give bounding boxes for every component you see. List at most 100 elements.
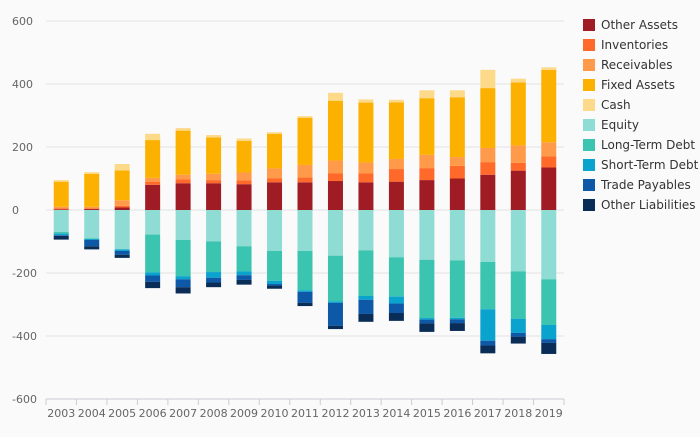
bar-segment bbox=[175, 130, 191, 175]
bar-segment bbox=[114, 207, 130, 210]
legend-label: Other Assets bbox=[601, 18, 678, 32]
bar-segment bbox=[84, 172, 100, 174]
bar-segment bbox=[449, 323, 465, 331]
bar-segment bbox=[53, 235, 69, 236]
bar-segment bbox=[206, 241, 222, 273]
bar-segment bbox=[510, 210, 526, 272]
x-tick-label: 2007 bbox=[169, 407, 197, 420]
bar-segment bbox=[267, 250, 283, 281]
bars bbox=[53, 67, 557, 354]
bar-segment bbox=[388, 102, 404, 159]
bar-segment bbox=[236, 141, 252, 173]
bar-segment bbox=[510, 145, 526, 163]
bar-segment bbox=[327, 181, 343, 210]
bar-segment bbox=[541, 279, 557, 325]
bar-segment bbox=[541, 156, 557, 168]
bar-segment bbox=[297, 290, 313, 292]
bar-segment bbox=[419, 323, 435, 332]
y-tick-label: -400 bbox=[12, 330, 37, 343]
bar-segment bbox=[510, 170, 526, 210]
bar-segment bbox=[206, 135, 222, 138]
bar-segment bbox=[236, 138, 252, 142]
bar-segment bbox=[267, 178, 283, 183]
y-tick-label: 400 bbox=[12, 78, 33, 91]
bar-segment bbox=[145, 181, 161, 185]
bar-segment bbox=[449, 319, 465, 324]
bar-segment bbox=[388, 169, 404, 182]
bar-segment bbox=[419, 259, 435, 319]
bar-segment bbox=[114, 205, 130, 208]
bar-segment bbox=[541, 142, 557, 157]
bar-segment bbox=[175, 279, 191, 288]
bar-segment bbox=[388, 210, 404, 258]
bar-segment bbox=[236, 246, 252, 272]
bar-segment bbox=[449, 165, 465, 179]
bar-segment bbox=[145, 272, 161, 276]
bar-segment bbox=[449, 317, 465, 320]
bar-segment bbox=[236, 271, 252, 276]
bar-segment bbox=[84, 238, 100, 239]
bar-segment bbox=[358, 313, 374, 322]
bar-segment bbox=[480, 309, 496, 341]
bar-segment bbox=[419, 318, 435, 320]
x-tick-label: 2008 bbox=[200, 407, 228, 420]
bar-segment bbox=[388, 158, 404, 170]
bar-segment bbox=[236, 275, 252, 280]
bar-segment bbox=[358, 99, 374, 103]
bar-segment bbox=[206, 282, 222, 288]
x-tick-label: 2013 bbox=[352, 407, 380, 420]
legend-swatch bbox=[583, 119, 595, 131]
y-tick-label: -600 bbox=[12, 393, 37, 406]
bar-segment bbox=[297, 117, 313, 165]
bar-segment bbox=[419, 98, 435, 155]
legend-swatch bbox=[583, 19, 595, 31]
bar-segment bbox=[419, 210, 435, 260]
bar-segment bbox=[114, 249, 130, 251]
bar-segment bbox=[53, 232, 69, 234]
legend-swatch bbox=[583, 79, 595, 91]
x-tick-label: 2019 bbox=[535, 407, 563, 420]
bar-segment bbox=[175, 179, 191, 184]
bar-segment bbox=[449, 210, 465, 261]
bar-segment bbox=[267, 133, 283, 169]
bar-segment bbox=[206, 272, 222, 278]
y-tick-label: 0 bbox=[12, 204, 19, 217]
bar-segment bbox=[145, 234, 161, 273]
bar-segment bbox=[267, 182, 283, 210]
bar-segment bbox=[419, 180, 435, 210]
bar-segment bbox=[84, 210, 100, 239]
legend-label: Inventories bbox=[601, 38, 668, 52]
bar-segment bbox=[84, 173, 100, 207]
bar-segment bbox=[358, 250, 374, 296]
bar-segment bbox=[358, 102, 374, 163]
bar-segment bbox=[541, 167, 557, 210]
bar-segment bbox=[84, 239, 100, 247]
bar-segment bbox=[267, 168, 283, 179]
bar-segment bbox=[327, 160, 343, 174]
bar-segment bbox=[480, 147, 496, 163]
bar-segment bbox=[206, 180, 222, 184]
bar-segment bbox=[267, 285, 283, 289]
bar-segment bbox=[114, 210, 130, 250]
bar-segment bbox=[297, 177, 313, 183]
bar-segment bbox=[236, 180, 252, 185]
bar-segment bbox=[297, 164, 313, 178]
bar-segment bbox=[480, 340, 496, 346]
bar-segment bbox=[175, 210, 191, 240]
bar-segment bbox=[419, 168, 435, 181]
bar-segment bbox=[206, 137, 222, 174]
bar-segment bbox=[53, 210, 69, 233]
legend-swatch bbox=[583, 199, 595, 211]
bar-segment bbox=[510, 82, 526, 146]
bar-segment bbox=[541, 69, 557, 143]
x-tick-label: 2005 bbox=[108, 407, 136, 420]
bar-segment bbox=[358, 182, 374, 210]
bar-segment bbox=[327, 100, 343, 161]
bar-segment bbox=[267, 280, 283, 285]
legend-label: Equity bbox=[601, 118, 639, 132]
bar-segment bbox=[419, 154, 435, 169]
y-tick-label: -200 bbox=[12, 267, 37, 280]
bar-segment bbox=[145, 275, 161, 282]
